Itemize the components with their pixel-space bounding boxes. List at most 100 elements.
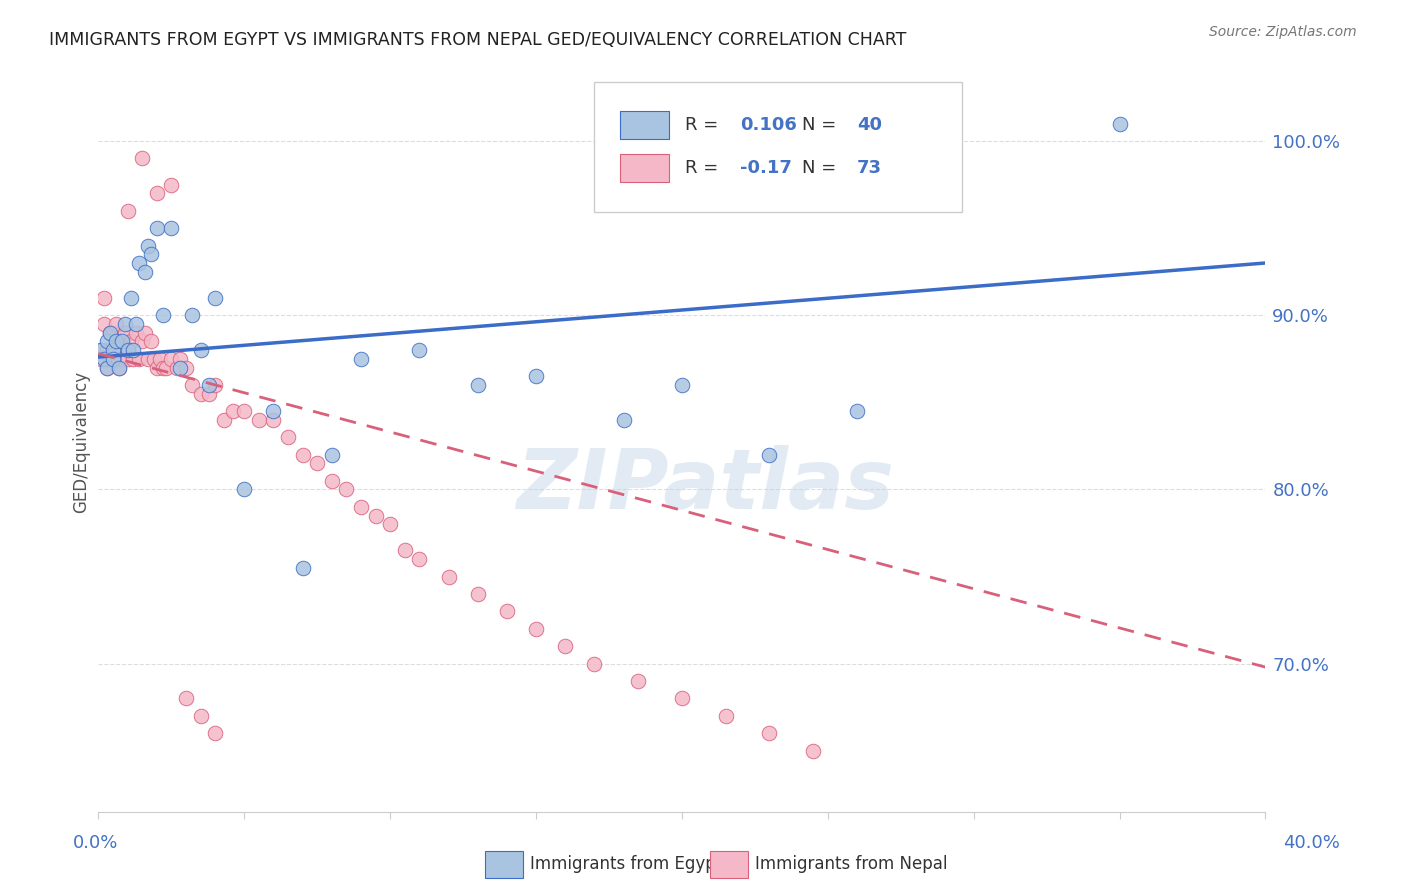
- Point: [101, 343, 124, 357]
- Point: [139, 334, 162, 349]
- Point: [93, 351, 115, 366]
- Point: [714, 709, 737, 723]
- Point: [671, 691, 693, 706]
- Point: [108, 360, 131, 375]
- Text: IMMIGRANTS FROM EGYPT VS IMMIGRANTS FROM NEPAL GED/EQUIVALENCY CORRELATION CHART: IMMIGRANTS FROM EGYPT VS IMMIGRANTS FROM…: [49, 31, 907, 49]
- Point: [114, 326, 136, 340]
- Point: [380, 517, 402, 532]
- Point: [152, 360, 174, 375]
- Point: [122, 351, 145, 366]
- Point: [166, 360, 188, 375]
- Point: [467, 587, 489, 601]
- Point: [98, 326, 121, 340]
- Point: [291, 561, 314, 575]
- Point: [101, 326, 124, 340]
- Point: [496, 604, 519, 618]
- Text: 0.106: 0.106: [741, 117, 797, 135]
- Point: [98, 351, 121, 366]
- Point: [128, 351, 150, 366]
- Text: R =: R =: [685, 117, 724, 135]
- Point: [190, 709, 212, 723]
- Text: R =: R =: [685, 159, 724, 177]
- Point: [350, 351, 373, 366]
- Point: [627, 674, 650, 689]
- Point: [160, 221, 183, 235]
- Point: [108, 360, 131, 375]
- Point: [146, 221, 169, 235]
- Point: [277, 430, 299, 444]
- Point: [233, 483, 256, 497]
- Point: [155, 360, 177, 375]
- Point: [180, 308, 202, 322]
- Text: ZIPatlas: ZIPatlas: [516, 445, 894, 526]
- Point: [134, 326, 156, 340]
- Point: [104, 317, 127, 331]
- Text: -0.17: -0.17: [741, 159, 792, 177]
- Point: [96, 334, 118, 349]
- Y-axis label: GED/Equivalency: GED/Equivalency: [72, 370, 90, 513]
- Point: [801, 744, 824, 758]
- Point: [152, 308, 174, 322]
- Text: 0.0%: 0.0%: [73, 834, 118, 852]
- Point: [262, 413, 284, 427]
- Point: [134, 265, 156, 279]
- Point: [90, 343, 112, 357]
- Point: [125, 317, 148, 331]
- Point: [90, 343, 112, 357]
- Point: [671, 378, 693, 392]
- Point: [233, 404, 256, 418]
- Point: [146, 360, 169, 375]
- Point: [96, 343, 118, 357]
- Point: [524, 622, 547, 636]
- Point: [114, 317, 136, 331]
- Point: [262, 404, 284, 418]
- Point: [111, 351, 134, 366]
- Point: [247, 413, 270, 427]
- Point: [146, 186, 169, 201]
- Point: [174, 360, 197, 375]
- Point: [437, 569, 460, 583]
- Point: [101, 351, 124, 366]
- Point: [120, 291, 142, 305]
- Point: [96, 360, 118, 375]
- Text: 40: 40: [858, 117, 882, 135]
- Point: [204, 726, 226, 740]
- Point: [180, 378, 202, 392]
- Point: [174, 691, 197, 706]
- Point: [131, 152, 153, 166]
- Point: [160, 178, 183, 192]
- Text: 73: 73: [858, 159, 882, 177]
- Point: [554, 639, 576, 653]
- Point: [321, 448, 343, 462]
- Point: [169, 351, 191, 366]
- FancyBboxPatch shape: [620, 153, 669, 182]
- Point: [408, 552, 430, 566]
- Point: [93, 317, 115, 331]
- Point: [98, 326, 121, 340]
- Point: [101, 343, 124, 357]
- Point: [212, 413, 235, 427]
- Point: [160, 351, 183, 366]
- Point: [131, 334, 153, 349]
- Point: [364, 508, 387, 523]
- Point: [117, 203, 139, 218]
- Text: N =: N =: [801, 159, 842, 177]
- Point: [190, 343, 212, 357]
- Point: [221, 404, 243, 418]
- Point: [198, 386, 221, 401]
- Point: [321, 474, 343, 488]
- Text: 40.0%: 40.0%: [1284, 834, 1340, 852]
- Point: [139, 247, 162, 261]
- FancyBboxPatch shape: [595, 82, 962, 212]
- Text: Immigrants from Egypt: Immigrants from Egypt: [530, 855, 723, 873]
- Point: [408, 343, 430, 357]
- Point: [291, 448, 314, 462]
- Point: [125, 326, 148, 340]
- Point: [307, 456, 329, 470]
- Point: [394, 543, 416, 558]
- Point: [111, 334, 134, 349]
- Point: [524, 369, 547, 384]
- Point: [204, 291, 226, 305]
- Point: [583, 657, 606, 671]
- Point: [104, 334, 127, 349]
